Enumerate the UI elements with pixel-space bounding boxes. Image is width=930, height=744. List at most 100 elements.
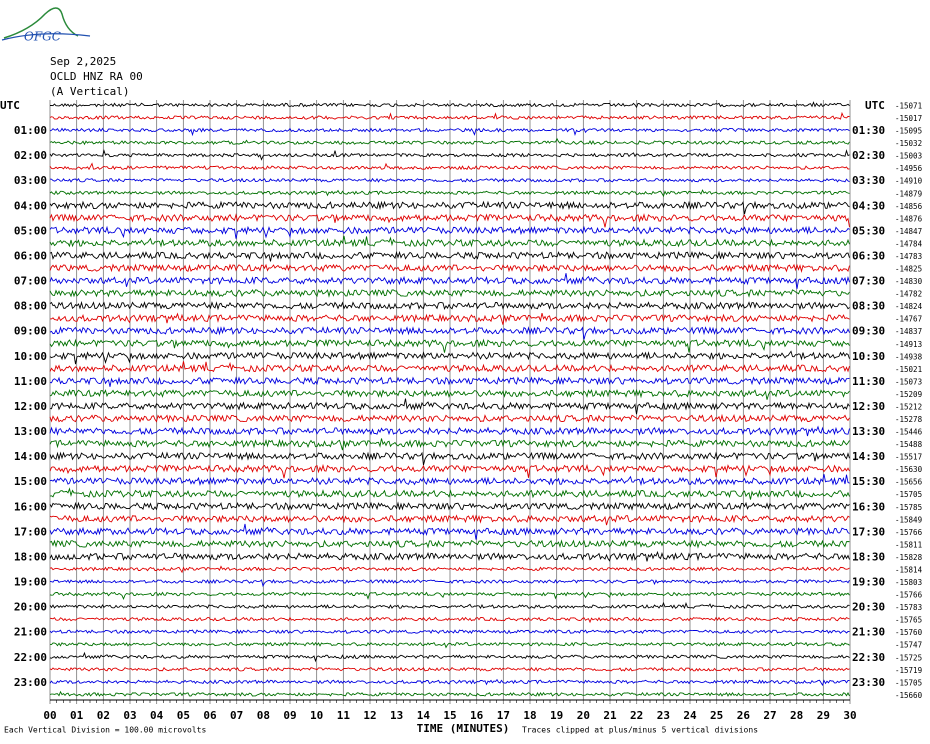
trace [49, 137, 850, 146]
trace-value: -15517 [895, 453, 922, 462]
right-time-label: 18:30 [852, 550, 885, 563]
trace-value: -15849 [895, 515, 922, 524]
station: OCLD HNZ RA 00 [50, 70, 143, 83]
x-tick-label: 10 [310, 709, 323, 722]
x-tick-label: 02 [97, 709, 110, 722]
left-time-label: 17:00 [14, 525, 47, 538]
trace [49, 413, 850, 424]
x-tick-label: 04 [150, 709, 164, 722]
trace-value: -15785 [895, 503, 922, 512]
right-time-label: 13:30 [852, 425, 885, 438]
x-tick-label: 20 [577, 709, 590, 722]
trace [49, 200, 850, 215]
trace [49, 666, 850, 672]
trace-value: -15630 [895, 465, 923, 474]
trace-value: -15766 [895, 591, 923, 600]
left-time-label: 18:00 [14, 550, 47, 563]
right-time-label: 03:30 [852, 174, 885, 187]
trace [49, 438, 850, 451]
trace [49, 451, 850, 466]
left-time-label: 10:00 [14, 350, 47, 363]
x-tick-label: 17 [497, 709, 510, 722]
clip-note: Traces clipped at plus/minus 5 vertical … [522, 726, 758, 735]
trace [49, 162, 850, 171]
trace [49, 325, 850, 340]
trace-value: -15725 [895, 653, 922, 662]
right-time-label: 16:30 [852, 500, 885, 513]
trace [49, 501, 850, 511]
trace-value: -15811 [895, 540, 922, 549]
trace [49, 591, 850, 601]
x-tick-label: 18 [523, 709, 536, 722]
trace-value: -15021 [895, 365, 922, 374]
trace [49, 487, 850, 500]
logo: OFGC [1, 7, 91, 44]
date: Sep 2,2025 [50, 55, 116, 68]
trace [49, 463, 850, 479]
trace-value: -15783 [895, 603, 922, 612]
trace-value: -15766 [895, 528, 923, 537]
trace [49, 651, 850, 663]
trace [49, 474, 850, 486]
trace-value: -15660 [895, 691, 923, 700]
trace [49, 678, 850, 687]
x-tick-label: 16 [470, 709, 484, 722]
right-time-label: 22:30 [852, 651, 885, 664]
right-time-label: 06:30 [852, 249, 885, 262]
left-time-label: 11:00 [14, 375, 47, 388]
trace-value: -15212 [895, 402, 922, 411]
left-time-label: 05:00 [14, 224, 47, 237]
right-time-label: 04:30 [852, 199, 885, 212]
trace [49, 376, 850, 387]
left-time-label: UTC [0, 99, 20, 112]
trace-value: -15719 [895, 666, 922, 675]
left-time-label: 02:00 [14, 149, 47, 162]
trace-value: -14879 [895, 189, 922, 198]
trace-value: -14856 [895, 202, 923, 211]
trace-value: -15828 [895, 553, 923, 562]
right-time-label: 15:30 [852, 475, 885, 488]
x-tick-label: 27 [763, 709, 776, 722]
trace [49, 111, 850, 121]
trace-value: -15814 [895, 565, 923, 574]
trace-value: -15446 [895, 428, 923, 437]
trace-value: -14767 [895, 315, 922, 324]
trace [50, 312, 850, 325]
trace [49, 550, 850, 562]
right-time-label: 21:30 [852, 626, 885, 639]
left-time-label: 04:00 [14, 199, 47, 212]
trace [49, 616, 850, 624]
trace [49, 361, 850, 373]
trace [49, 350, 850, 365]
trace [49, 601, 850, 610]
right-time-label: 23:30 [852, 676, 885, 689]
x-tick-label: 13 [390, 709, 403, 722]
x-tick-label: 19 [550, 709, 563, 722]
x-tick-label: 29 [817, 709, 830, 722]
trace [49, 101, 850, 109]
x-tick-label: 22 [630, 709, 643, 722]
logo-text: OFGC [24, 30, 61, 44]
x-tick-label: 24 [683, 709, 697, 722]
x-tick-label: 30 [843, 709, 856, 722]
left-time-label: 07:00 [14, 275, 47, 288]
trace [50, 641, 850, 649]
trace-value: -15209 [895, 390, 922, 399]
right-time-label: 11:30 [852, 375, 885, 388]
trace [49, 629, 850, 635]
trace-value: -14783 [895, 252, 922, 261]
trace-value: -14938 [895, 352, 923, 361]
trace-value: -14910 [895, 177, 923, 186]
x-tick-label: 26 [737, 709, 751, 722]
trace [49, 225, 850, 239]
trace-value: -15095 [895, 127, 922, 136]
left-time-label: 15:00 [14, 475, 47, 488]
trace-value: -15747 [895, 641, 922, 650]
left-time-label: 03:00 [14, 174, 47, 187]
right-time-label: 05:30 [852, 224, 885, 237]
trace [49, 235, 850, 248]
x-tick-label: 03 [123, 709, 136, 722]
trace [49, 579, 850, 588]
left-time-label: 01:00 [14, 124, 47, 137]
left-time-label: 06:00 [14, 249, 47, 262]
